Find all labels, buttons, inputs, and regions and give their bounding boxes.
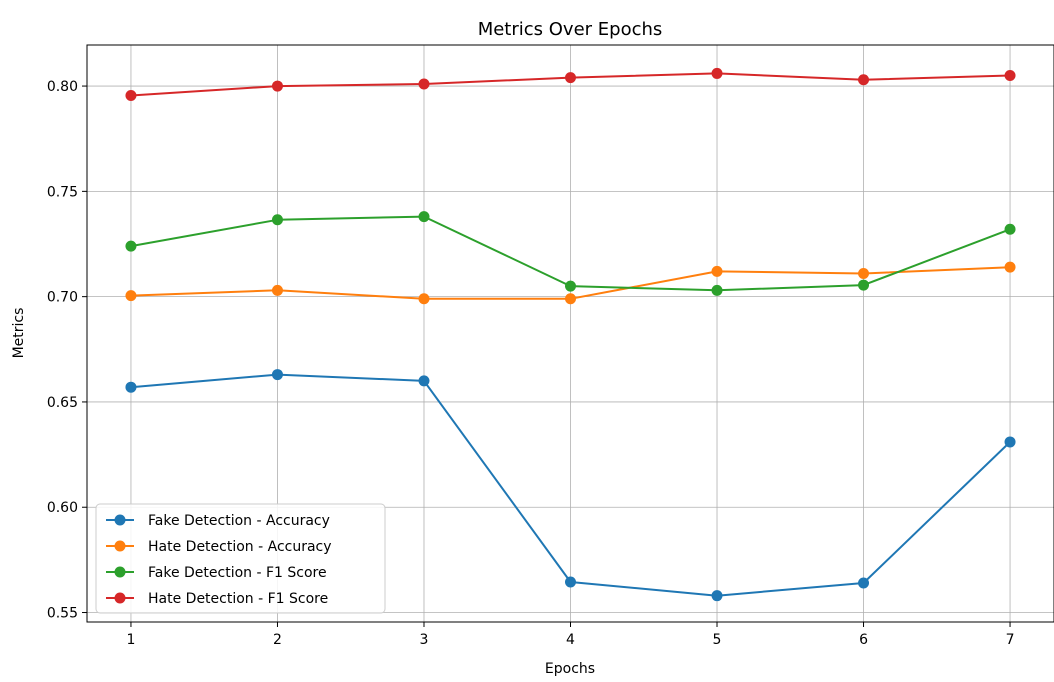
x-tick-label: 2 (273, 632, 282, 648)
x-axis-label: Epochs (545, 661, 595, 677)
data-point (565, 72, 576, 84)
series-0 (125, 369, 1016, 602)
x-tick-label: 5 (713, 632, 722, 648)
y-tick-label: 0.70 (47, 290, 78, 306)
legend-box (95, 503, 386, 614)
legend: Fake Detection - Accuracy Hate Detection … (95, 503, 386, 614)
legend-label: Hate Detection - F1 Score (148, 591, 328, 607)
y-tick-label: 0.65 (47, 395, 78, 411)
legend-marker (114, 566, 126, 578)
data-point (711, 265, 723, 277)
legend-item: Fake Detection - Accuracy (106, 513, 330, 529)
data-point (125, 381, 137, 393)
data-point (418, 78, 430, 90)
legend-item: Hate Detection - Accuracy (106, 539, 332, 555)
data-point (565, 576, 576, 588)
x-tick-label: 6 (859, 632, 868, 648)
legend-label: Fake Detection - Accuracy (148, 513, 330, 529)
x-tick-label: 1 (126, 632, 135, 648)
x-tick-label: 3 (420, 632, 429, 648)
legend-marker (114, 592, 126, 604)
data-point (271, 284, 283, 296)
y-tick-label: 0.75 (47, 184, 78, 200)
legend-item: Fake Detection - F1 Score (106, 565, 327, 581)
data-point (125, 290, 137, 302)
legend-marker (114, 514, 126, 526)
axis-ticks: 1 2 3 4 5 6 7 0.55 0.60 0.65 0.70 0.75 0.80 (47, 79, 1015, 648)
y-tick-label: 0.60 (47, 500, 78, 516)
legend-label: Hate Detection - Accuracy (148, 539, 332, 555)
data-point (1004, 70, 1016, 82)
x-tick-label: 4 (566, 632, 575, 648)
y-tick-label: 0.80 (47, 79, 78, 95)
data-point (418, 293, 430, 305)
data-point (858, 279, 870, 291)
data-point (1004, 223, 1016, 235)
data-point (125, 240, 137, 252)
series-3 (125, 67, 1016, 102)
data-point (1004, 436, 1016, 448)
data-point (711, 284, 723, 296)
gridlines (87, 45, 1054, 622)
data-point (565, 293, 576, 305)
data-point (711, 590, 723, 602)
legend-item: Hate Detection - F1 Score (106, 591, 328, 607)
data-point (858, 74, 870, 86)
y-tick-label: 0.55 (47, 606, 78, 622)
series-2 (125, 211, 1016, 296)
x-tick-label: 7 (1006, 632, 1015, 648)
legend-label: Fake Detection - F1 Score (148, 565, 327, 581)
data-point (858, 577, 870, 589)
data-point (271, 369, 283, 381)
data-point (565, 280, 576, 292)
data-point (1004, 261, 1016, 273)
series-lines (125, 67, 1016, 602)
legend-marker (114, 540, 126, 552)
data-point (271, 214, 283, 226)
data-point (418, 211, 430, 223)
data-point (418, 375, 430, 387)
y-axis-label: Metrics (11, 308, 27, 359)
data-point (271, 80, 283, 92)
series-1 (125, 261, 1016, 305)
data-point (125, 90, 137, 102)
chart-title: Metrics Over Epochs (478, 19, 663, 40)
data-point (711, 67, 723, 79)
data-point (858, 267, 870, 279)
